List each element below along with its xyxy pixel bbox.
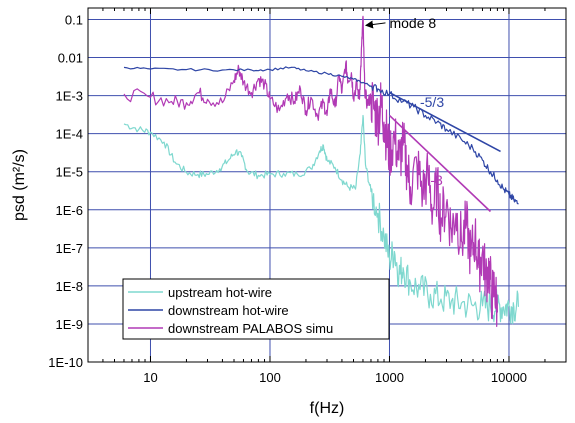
- annotation-arrow: [364, 20, 386, 29]
- series-line-2: [123, 15, 498, 327]
- y-tick-label: 1E-6: [56, 203, 83, 218]
- x-tick-label: 100: [259, 370, 281, 385]
- series-line-1: [123, 66, 519, 205]
- y-tick-label: 0.01: [58, 51, 83, 66]
- annotations: -5/3 -3 mode 8: [364, 15, 444, 188]
- plot-frame: [87, 7, 567, 363]
- y-tick-label: 1E-7: [56, 241, 83, 256]
- x-tick-labels: 10 100 1000 10000: [143, 370, 527, 385]
- slope-line-0: [389, 91, 501, 153]
- y-tick-label: 1E-9: [56, 317, 83, 332]
- slope-label-1: -3: [430, 172, 443, 188]
- annotation-label: mode 8: [389, 15, 436, 31]
- slope-label-0: -5/3: [420, 94, 444, 110]
- reference-lines: [388, 91, 501, 213]
- y-tick-label: 1E-8: [56, 279, 83, 294]
- x-tick-label: 10: [143, 370, 157, 385]
- x-tick-label: 1000: [375, 370, 404, 385]
- legend-label-1: downstream hot-wire: [168, 303, 289, 318]
- y-axis-title: psd (m²/s): [11, 149, 28, 221]
- legend-label-2: downstream PALABOS simu: [168, 321, 333, 336]
- slope-line-1: [388, 114, 492, 213]
- x-tick-label: 10000: [491, 370, 527, 385]
- x-axis-title: f(Hz): [310, 400, 345, 417]
- series-line-0: [123, 114, 519, 325]
- series-layer: [123, 15, 519, 327]
- legend: upstream hot-wire downstream hot-wire down…: [122, 278, 390, 340]
- y-tick-label: 1E-5: [56, 165, 83, 180]
- y-tick-label: 1E-4: [56, 127, 83, 142]
- legend-box: [122, 278, 390, 340]
- y-tick-labels: 0.1 0.01 1E-3 1E-4 1E-5 1E-6 1E-7 1E-8 1E-9 1E-10: [48, 12, 83, 370]
- y-tick-label: 1E-10: [48, 355, 83, 370]
- y-tick-label: 0.1: [65, 12, 83, 27]
- y-tick-label: 1E-3: [56, 89, 83, 104]
- legend-label-0: upstream hot-wire: [168, 285, 272, 300]
